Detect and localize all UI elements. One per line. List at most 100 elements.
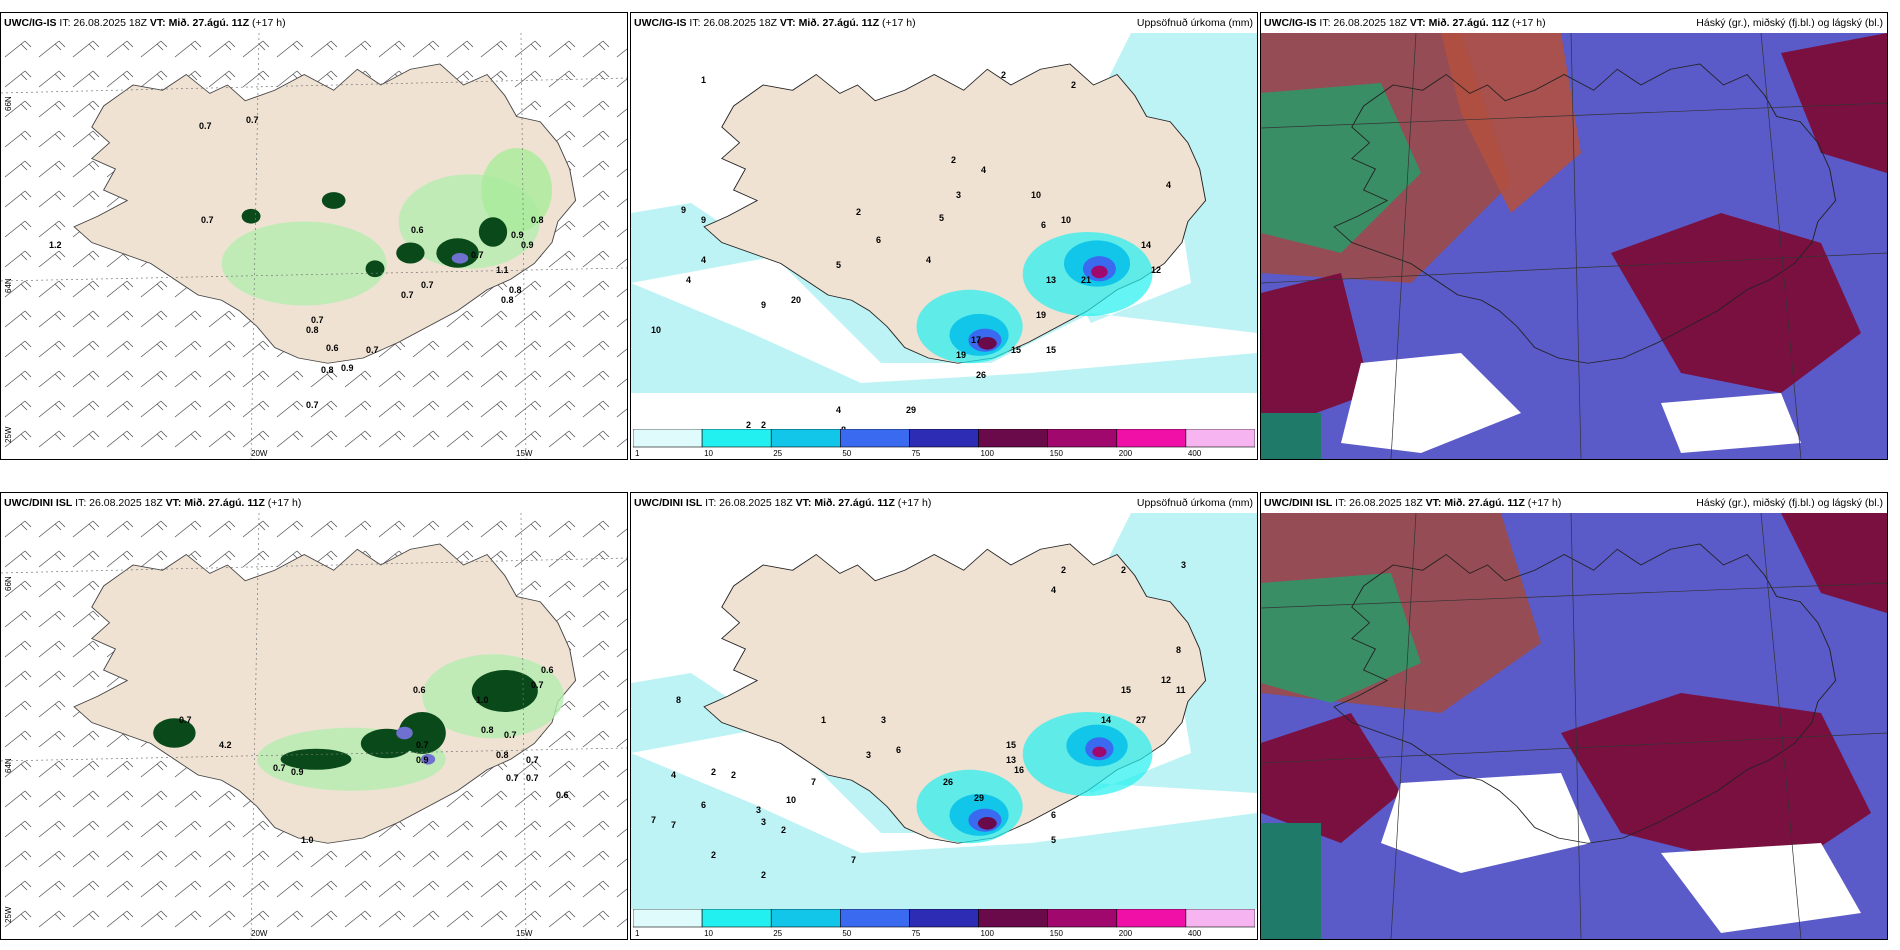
wind-label: 0.8: [509, 285, 522, 295]
wind-label: 0.6: [411, 225, 424, 235]
panel-precip-dini: UWC/DINI ISL IT: 26.08.2025 18Z VT: Mið.…: [630, 492, 1258, 940]
precip-label: 15: [1011, 345, 1021, 355]
precip-label: 4: [671, 770, 676, 780]
precip-label: 3: [1181, 560, 1186, 570]
precip-label: 10: [1061, 215, 1071, 225]
panel-header: UWC/IG-IS IT: 26.08.2025 18Z VT: Mið. 27…: [4, 17, 286, 29]
precip-label: 4: [686, 275, 691, 285]
panel-clouds-dini: UWC/DINI ISL IT: 26.08.2025 18Z VT: Mið.…: [1260, 492, 1888, 940]
precip-label: 29: [906, 405, 916, 415]
precip-label: 20: [791, 295, 801, 305]
wind-label: 1.0: [476, 695, 489, 705]
precip-map: 1 2 2 9 9 4 4 10 20 9 5 2 6 4 5 2 3 4 10…: [631, 33, 1257, 459]
wind-label: 0.7: [421, 280, 434, 290]
colorbar-tick-label: 50: [842, 449, 851, 457]
wind-label: 0.7: [366, 345, 379, 355]
precip-label: 2: [856, 207, 861, 217]
precip-label: 2: [1071, 80, 1076, 90]
lon-label-20: 20W: [251, 929, 268, 938]
lat-label-64: 64N: [4, 758, 13, 773]
wind-map: 66N 64N 25W 20W 15W 0.7 0.7 0.6 0.7 0.7 …: [1, 33, 627, 459]
colorbar-swatch: [770, 429, 841, 448]
lon-label-25: 25W: [4, 906, 13, 923]
precip-label: 1: [821, 715, 826, 725]
wind-label: 0.7: [306, 400, 319, 410]
precip-label: 6: [701, 800, 706, 810]
precip-map: 8 4 2 6 7 7 2 3 10 7 2 3 2 1 3 3 6 26 29…: [631, 513, 1257, 939]
precip-label: 5: [836, 260, 841, 270]
wind-label: 0.9: [511, 230, 524, 240]
precip-label: 6: [1041, 220, 1046, 230]
precip-label: 2: [761, 870, 766, 880]
wind-label: 0.7: [246, 115, 259, 125]
precip-label: 10: [651, 325, 661, 335]
colorbar-swatch: [701, 429, 772, 448]
panel-header: UWC/DINI ISL IT: 26.08.2025 18Z VT: Mið.…: [634, 497, 932, 509]
precip-label: 11: [1176, 685, 1186, 695]
colorbar-swatch: [1185, 909, 1255, 928]
colorbar-tick-label: 200: [1119, 449, 1133, 457]
precip-colorbar: 1 10 25 50 75 100 150 200 400: [633, 909, 1255, 937]
wind-label: 0.9: [521, 240, 534, 250]
panel-header: UWC/IG-IS IT: 26.08.2025 18Z VT: Mið. 27…: [634, 17, 916, 29]
lat-label-64: 64N: [4, 278, 13, 293]
panel-header: UWC/DINI ISL IT: 26.08.2025 18Z VT: Mið.…: [1264, 497, 1562, 509]
colorbar-tick-label: 150: [1050, 449, 1064, 457]
colorbar-tick-label: 100: [981, 929, 995, 937]
colorbar-tick-label: 25: [773, 449, 782, 457]
cloud-map: [1261, 513, 1887, 939]
colorbar-tick-label: 75: [911, 449, 920, 457]
colorbar-swatch: [840, 909, 910, 928]
precip-label: 7: [671, 820, 676, 830]
wind-label: 0.8: [496, 750, 509, 760]
wind-label: 0.6: [413, 685, 426, 695]
panel-title: Háský (gr.), miðský (fj.bl.) og lágský (…: [1696, 17, 1883, 29]
precip-label: 13: [1006, 755, 1016, 765]
precip-label: 17: [971, 335, 981, 345]
precip-label: 26: [943, 777, 953, 787]
wind-label: 0.7: [199, 121, 212, 131]
precip-label: 4: [981, 165, 986, 175]
precip-label: 2: [711, 850, 716, 860]
colorbar-tick-label: 400: [1188, 449, 1202, 457]
precip-label: 1: [701, 75, 706, 85]
precip-label: 6: [896, 745, 901, 755]
precip-label: 19: [1036, 310, 1046, 320]
precip-label: 3: [956, 190, 961, 200]
precip-label: 27: [1136, 715, 1146, 725]
precip-label: 9: [681, 205, 686, 215]
cloud-map: [1261, 33, 1887, 459]
colorbar-tick-label: 10: [704, 929, 713, 937]
panel-header: UWC/IG-IS IT: 26.08.2025 18Z VT: Mið. 27…: [1264, 17, 1546, 29]
precip-label: 7: [811, 777, 816, 787]
colorbar-swatch: [909, 909, 979, 928]
panel-title: Uppsöfnuð úrkoma (mm): [1136, 497, 1253, 509]
colorbar-swatch: [1047, 909, 1118, 928]
precip-label: 2: [711, 767, 716, 777]
precip-label: 2: [951, 155, 956, 165]
colorbar-swatch: [1047, 429, 1118, 448]
panel-precip-igis: UWC/IG-IS IT: 26.08.2025 18Z VT: Mið. 27…: [630, 12, 1258, 460]
colorbar-swatch: [1116, 909, 1187, 928]
precip-label: 3: [761, 817, 766, 827]
wind-label: 0.8: [321, 365, 334, 375]
lat-label-66: 66N: [4, 96, 13, 111]
wind-label: 0.8: [306, 325, 319, 335]
precip-label: 9: [701, 215, 706, 225]
panel-header: UWC/DINI ISL IT: 26.08.2025 18Z VT: Mið.…: [4, 497, 302, 509]
wind-label: 4.2: [219, 740, 232, 750]
wind-label: 0.8: [481, 725, 494, 735]
wind-label: 0.8: [531, 215, 544, 225]
wind-label: 0.6: [556, 790, 569, 800]
wind-label: 0.7: [526, 755, 539, 765]
wind-label: 0.7: [201, 215, 214, 225]
panel-wind-dini: UWC/DINI ISL IT: 26.08.2025 18Z VT: Mið.…: [0, 492, 628, 940]
wind-label: 1.1: [496, 265, 509, 275]
precip-colorbar: 1 10 25 50 75 100 150 200 400: [633, 429, 1255, 457]
colorbar-tick-label: 75: [911, 929, 920, 937]
colorbar-swatch: [633, 909, 703, 928]
colorbar-tick-label: 25: [773, 929, 782, 937]
precip-label: 3: [756, 805, 761, 815]
precip-label: 7: [851, 855, 856, 865]
precip-label: 12: [1151, 265, 1161, 275]
